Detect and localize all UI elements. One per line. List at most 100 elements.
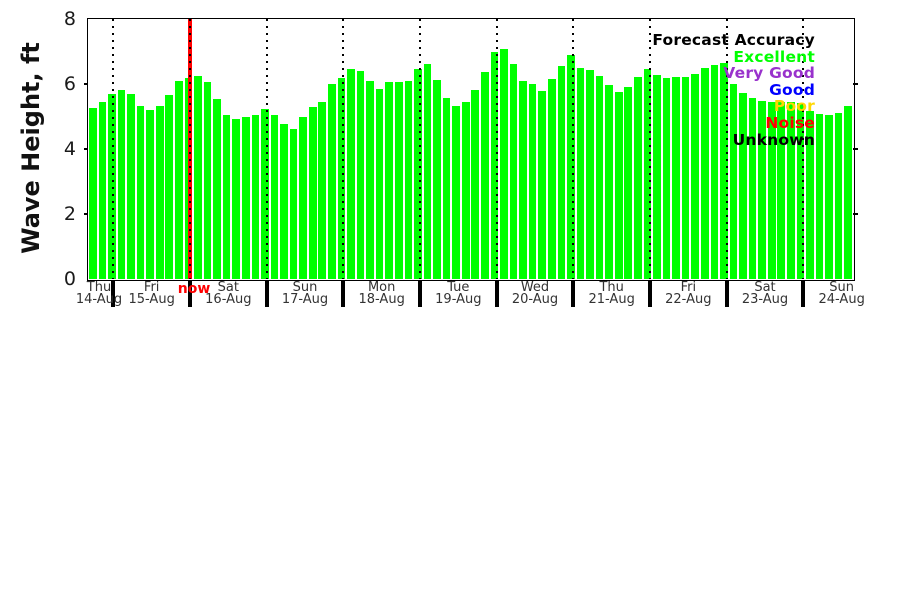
wave-bar xyxy=(547,79,556,279)
wave-bar xyxy=(643,69,652,279)
wave-bar xyxy=(308,107,317,279)
wave-bar xyxy=(433,79,441,279)
wave-bar xyxy=(280,123,288,279)
day-date: 22-Aug xyxy=(665,292,712,308)
day-boundary-dotted-line xyxy=(265,19,268,279)
wave-bar xyxy=(117,89,126,279)
day-name: Fri xyxy=(680,279,697,295)
now-label: now xyxy=(177,281,211,297)
wave-bar xyxy=(624,87,633,279)
day-date: 21-Aug xyxy=(588,292,635,308)
day-tick xyxy=(188,279,192,307)
y-tick-mark xyxy=(83,213,88,215)
day-date: 23-Aug xyxy=(741,292,789,308)
day-tick xyxy=(571,279,576,307)
day-label: Mon 18-Aug xyxy=(358,279,405,308)
day-tick xyxy=(494,279,499,307)
wave-bar xyxy=(270,114,279,279)
day-tick xyxy=(648,279,652,307)
day-name: Sun xyxy=(292,279,318,295)
wave-bar xyxy=(538,90,547,279)
day-date: 18-Aug xyxy=(358,292,405,308)
wave-bar xyxy=(528,83,537,279)
day-name: Thu xyxy=(599,279,624,295)
day-name: Thu xyxy=(86,279,112,295)
day-date: 14-Aug xyxy=(75,292,123,308)
day-name: Sun xyxy=(829,279,855,295)
day-label: Tue 19-Aug xyxy=(435,281,481,307)
wave-bar xyxy=(299,117,307,279)
wave-bar xyxy=(442,97,451,279)
wave-bar xyxy=(404,81,413,279)
day-tick xyxy=(264,279,269,307)
wave-bar xyxy=(834,113,843,279)
wave-bar xyxy=(108,93,116,279)
y-tick-mark xyxy=(83,148,88,150)
wave-bar xyxy=(681,76,690,279)
wave-bar xyxy=(672,77,680,279)
wave-bar xyxy=(347,69,355,279)
day-boundary-dotted-line xyxy=(802,19,805,279)
day-tick xyxy=(341,279,346,307)
wave-bar xyxy=(213,98,221,279)
y-tick-mark xyxy=(853,148,858,150)
wave-bar xyxy=(509,64,518,279)
wave-bar xyxy=(490,51,499,279)
day-label: Sun 24-Aug xyxy=(818,279,864,307)
wave-bar xyxy=(461,101,470,279)
wave-bar xyxy=(576,68,585,279)
day-boundary-dotted-line xyxy=(188,19,192,279)
day-label: Sun 17-Aug xyxy=(282,279,328,307)
wave-bar xyxy=(710,64,719,279)
wave-bar xyxy=(165,95,174,279)
day-name: Sat xyxy=(754,279,776,295)
wave-bar xyxy=(394,82,403,279)
wave-bar xyxy=(787,101,795,279)
wave-bar xyxy=(452,105,460,279)
wave-bar xyxy=(222,114,231,279)
wave-bar xyxy=(500,49,508,279)
wave-bar xyxy=(634,77,642,279)
wave-bar xyxy=(605,84,613,279)
y-tick-label: 4 xyxy=(63,138,76,160)
wave-bar xyxy=(825,114,833,279)
day-boundary-dotted-line xyxy=(725,19,728,279)
y-tick-mark xyxy=(853,83,858,85)
wave-bar xyxy=(481,71,489,279)
wave-bar xyxy=(700,67,709,279)
y-tick-label: 2 xyxy=(63,203,76,225)
wave-bar xyxy=(767,101,776,279)
day-name: Mon xyxy=(367,279,396,295)
day-tick xyxy=(418,279,422,307)
wave-bar xyxy=(414,69,422,279)
wave-bar xyxy=(232,119,241,279)
wave-bar xyxy=(251,114,260,279)
legend-entry-excellent: Excellent xyxy=(733,47,815,66)
day-label: Fri 15-Aug xyxy=(128,281,174,307)
day-boundary-dotted-line xyxy=(495,19,498,279)
day-label: Sat 16-Aug xyxy=(205,279,251,307)
legend-entry-very-good: Very Good xyxy=(723,64,815,83)
day-boundary-dotted-line xyxy=(112,19,115,279)
wave-bar xyxy=(366,80,374,279)
wave-bar xyxy=(175,80,183,279)
wave-bar xyxy=(519,80,527,279)
legend-entry-good: Good xyxy=(769,80,815,99)
day-name: Wed xyxy=(520,279,550,295)
y-tick-label: 6 xyxy=(63,73,76,95)
wave-bar xyxy=(777,102,786,279)
wave-bar xyxy=(567,55,575,279)
day-tick xyxy=(111,279,116,307)
day-name: Sat xyxy=(217,279,239,295)
legend-entry-unknown: Unknown xyxy=(732,130,815,149)
wave-bar xyxy=(155,106,164,279)
y-tick-mark xyxy=(83,83,88,85)
wave-bar xyxy=(289,128,298,279)
wave-bar xyxy=(328,84,336,279)
day-boundary-dotted-line xyxy=(648,19,652,279)
wave-bar xyxy=(98,101,107,279)
y-tick-label: 8 xyxy=(63,8,76,30)
wave-bar xyxy=(796,103,805,279)
y-tick-mark xyxy=(853,213,858,215)
